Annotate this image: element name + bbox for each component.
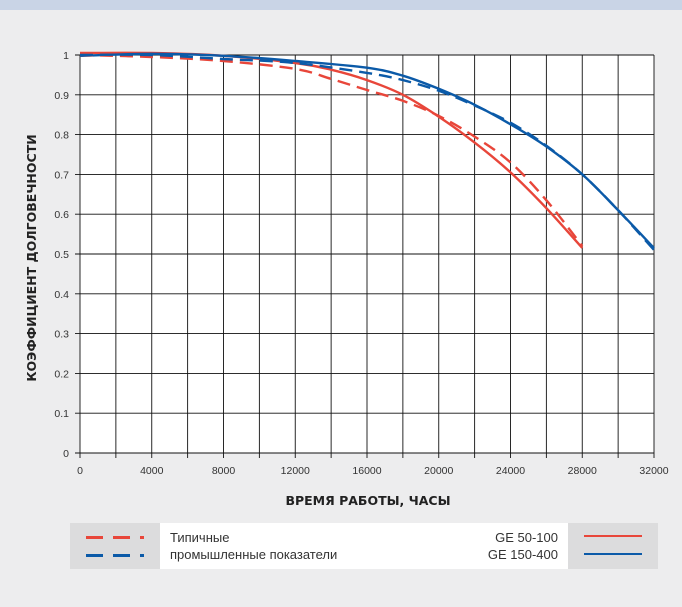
x-tick-label: 8000: [212, 465, 236, 477]
legend-typical-label: Типичные промышленные показатели: [170, 529, 337, 563]
y-tick-label: 0.4: [54, 289, 69, 301]
y-tick-label: 1: [63, 50, 69, 62]
legend-red-solid-line: [584, 535, 642, 537]
legend-swatch-box-ge: [568, 523, 658, 569]
x-tick-label: 20000: [424, 465, 453, 477]
legend-ge-150-400: GE 150-400: [487, 547, 558, 562]
y-axis-title: КОЭФФИЦИЕНТ ДОЛГОВЕЧНОСТИ: [24, 134, 39, 381]
legend-ge-labels: GE 50-100 GE 150-400: [488, 529, 558, 563]
y-tick-label: 0.7: [54, 169, 69, 181]
y-tick-label: 0.3: [54, 329, 69, 341]
y-tick-label: 0.8: [54, 130, 69, 142]
y-tick-label: 0.5: [54, 249, 69, 261]
top-accent-bar: [0, 0, 682, 10]
legend-typical-line-1: Типичные: [170, 530, 230, 545]
tick-labels: 0 4000 8000 12000 16000 20000 24000 28000 32000 0…: [54, 50, 668, 477]
x-tick-label: 16000: [352, 465, 381, 477]
x-tick-label: 24000: [496, 465, 525, 477]
x-tick-label: 12000: [281, 465, 310, 477]
legend-blue-solid-line: [584, 553, 642, 555]
series-lines: [79, 51, 655, 251]
legend-ge-50-100: GE 50-100: [495, 530, 558, 545]
legend-typical-line-2: промышленные показатели: [170, 547, 338, 562]
y-tick-label: 0.9: [54, 90, 69, 102]
x-tick-label: 4000: [140, 465, 164, 477]
grid-lines: [75, 54, 655, 458]
y-tick-label: 0.1: [54, 408, 69, 420]
x-tick-label: 32000: [639, 465, 668, 477]
series-line-2: [79, 53, 584, 247]
legend-red-dashed-line: [86, 536, 144, 539]
x-tick-label: 28000: [568, 465, 597, 477]
legend-blue-dashed-line: [86, 554, 144, 557]
y-tick-label: 0: [63, 448, 69, 460]
legend-swatch-box-typical: [70, 523, 160, 569]
legend: Типичные промышленные показатели GE 50-1…: [70, 523, 658, 569]
x-axis-title: ВРЕМЯ РАБОТЫ, ЧАСЫ: [285, 493, 450, 508]
x-tick-label: 0: [77, 465, 83, 477]
y-tick-label: 0.6: [54, 209, 69, 221]
y-tick-label: 0.2: [54, 368, 69, 380]
series-line-3: [79, 53, 655, 251]
